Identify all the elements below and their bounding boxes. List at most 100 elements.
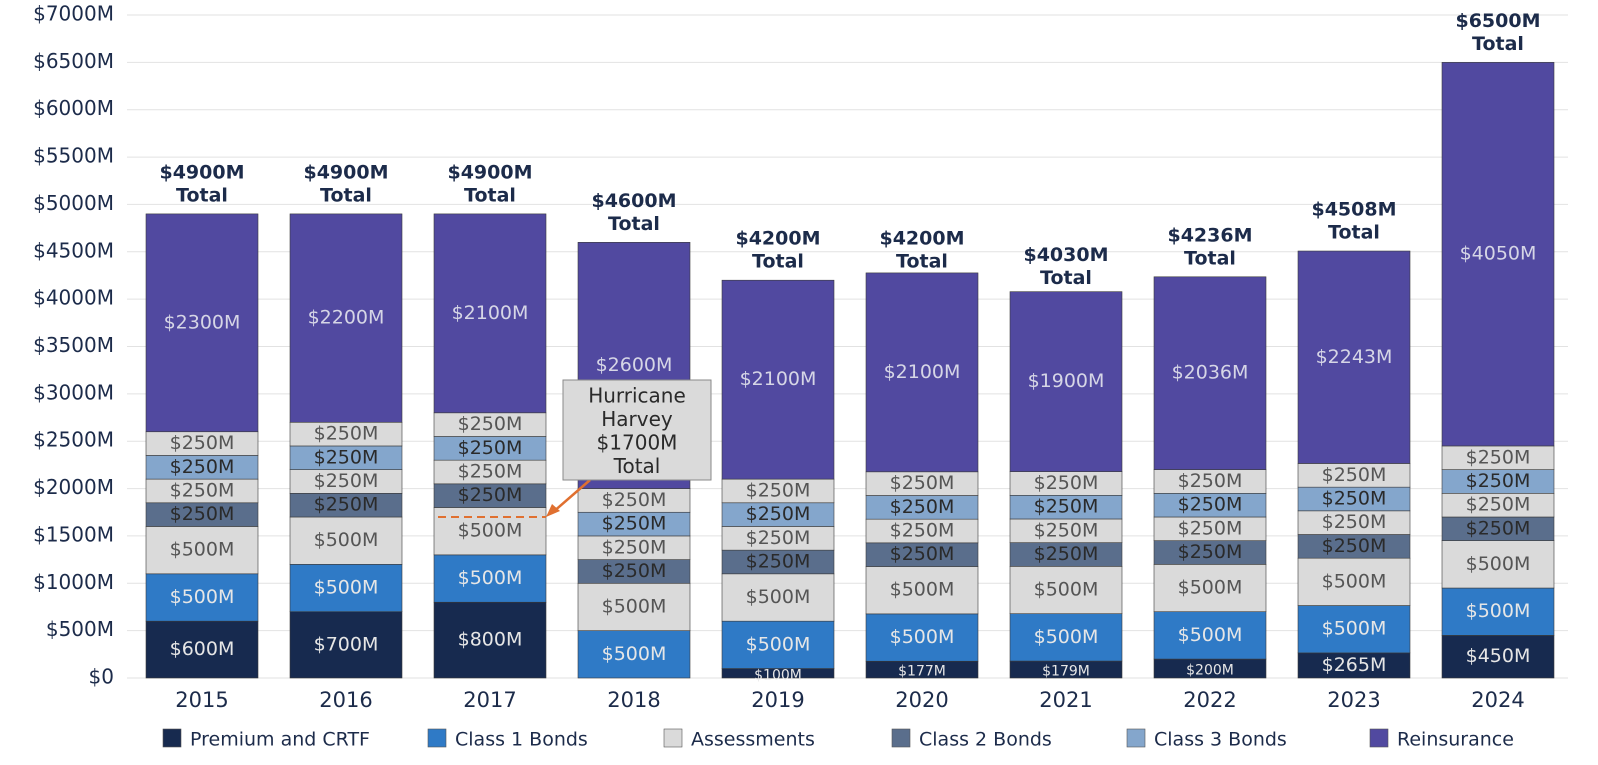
- bar-segment: [289, 564, 403, 612]
- total-word: Total: [752, 251, 804, 273]
- total-label: $4200M: [735, 228, 820, 250]
- segment-label: $500M: [602, 643, 667, 665]
- bar-segment: [433, 213, 547, 414]
- segment-label: $250M: [458, 413, 523, 435]
- segment-label: $250M: [1034, 496, 1099, 518]
- y-tick-label: $2500M: [33, 428, 114, 452]
- segment-label: $800M: [458, 629, 523, 651]
- y-tick-label: $6000M: [33, 96, 114, 120]
- segment-label: $250M: [170, 479, 235, 501]
- segment-label: $250M: [1178, 517, 1243, 539]
- segment-label: $250M: [314, 446, 379, 468]
- segment-label: $700M: [314, 633, 379, 655]
- y-tick-label: $1500M: [33, 522, 114, 546]
- segment-label: $250M: [746, 527, 811, 549]
- annotation-text: Total: [613, 454, 661, 478]
- y-tick-label: $3000M: [33, 380, 114, 404]
- segment-label: $250M: [458, 460, 523, 482]
- segment-label: $250M: [1322, 511, 1387, 533]
- segment-label: $250M: [1466, 446, 1531, 468]
- segment-label: $250M: [746, 550, 811, 572]
- segment-label: $2300M: [164, 311, 241, 333]
- segment-label: $250M: [314, 470, 379, 492]
- y-tick-label: $3500M: [33, 333, 114, 357]
- segment-label: $250M: [1322, 535, 1387, 557]
- x-tick-label: 2019: [751, 688, 804, 712]
- segment-label: $250M: [1322, 487, 1387, 509]
- bar-segment: [1297, 652, 1411, 679]
- bar-segment: [721, 620, 835, 669]
- segment-label: $250M: [890, 520, 955, 542]
- bar-segment: [289, 213, 403, 423]
- segment-label: $250M: [746, 479, 811, 501]
- bar-segment: [433, 601, 547, 679]
- segment-label: $500M: [1178, 624, 1243, 646]
- bar-segment: [1441, 62, 1555, 447]
- annotation-arrow: [551, 479, 591, 514]
- total-word: Total: [896, 251, 948, 273]
- legend-swatch: [427, 728, 447, 748]
- legend-label: Premium and CRTF: [190, 729, 370, 751]
- x-tick-label: 2024: [1471, 688, 1524, 712]
- y-tick-label: $500M: [46, 617, 114, 641]
- segment-label: $250M: [1178, 470, 1243, 492]
- segment-label: $500M: [890, 579, 955, 601]
- segment-label: $2100M: [452, 302, 529, 324]
- total-word: Total: [320, 184, 372, 206]
- segment-label: $250M: [890, 543, 955, 565]
- segment-label: $250M: [890, 472, 955, 494]
- segment-label: $250M: [1322, 464, 1387, 486]
- segment-label: $200M: [1186, 663, 1234, 679]
- segment-label: $500M: [1034, 626, 1099, 648]
- y-tick-label: $4000M: [33, 286, 114, 310]
- total-label: $4236M: [1167, 224, 1252, 246]
- legend-swatch: [162, 728, 182, 748]
- bar-segment: [577, 582, 691, 631]
- bar-segment: [1441, 587, 1555, 636]
- y-tick-label: $0: [89, 665, 114, 689]
- bar-segment: [145, 213, 259, 433]
- bar-segment: [433, 507, 547, 556]
- segment-label: $100M: [754, 667, 802, 683]
- x-tick-label: 2015: [175, 688, 228, 712]
- segment-label: $265M: [1322, 654, 1387, 676]
- bar-segment: [289, 611, 403, 679]
- y-tick-label: $4500M: [33, 238, 114, 262]
- x-tick-label: 2018: [607, 688, 660, 712]
- segment-label: $500M: [1466, 553, 1531, 575]
- segment-label: $250M: [170, 432, 235, 454]
- y-tick-label: $6500M: [33, 49, 114, 73]
- annotation-text: $1700M: [597, 431, 678, 455]
- segment-label: $500M: [314, 529, 379, 551]
- segment-label: $250M: [890, 496, 955, 518]
- total-label: $4900M: [159, 161, 244, 183]
- segment-label: $2243M: [1316, 346, 1393, 368]
- segment-label: $500M: [314, 577, 379, 599]
- bar-segment: [1009, 613, 1123, 662]
- segment-label: $500M: [746, 633, 811, 655]
- segment-label: $500M: [458, 520, 523, 542]
- bar-segment: [1009, 291, 1123, 472]
- bar-segment: [1153, 276, 1267, 470]
- segment-label: $250M: [1178, 494, 1243, 516]
- bar-segment: [1153, 564, 1267, 612]
- segment-label: $250M: [1178, 541, 1243, 563]
- total-word: Total: [464, 184, 516, 206]
- segment-label: $2100M: [740, 368, 817, 390]
- segment-label: $500M: [1322, 618, 1387, 640]
- segment-label: $4050M: [1460, 243, 1537, 265]
- x-tick-label: 2023: [1327, 688, 1380, 712]
- total-word: Total: [1472, 33, 1524, 55]
- bar-segment: [1441, 540, 1555, 589]
- segment-label: $250M: [602, 560, 667, 582]
- y-tick-label: $5500M: [33, 144, 114, 168]
- legend-label: Class 1 Bonds: [455, 729, 588, 751]
- bar-segment: [1153, 611, 1267, 660]
- bar-segment: [865, 272, 979, 473]
- x-tick-label: 2017: [463, 688, 516, 712]
- bar-segment: [577, 630, 691, 679]
- segment-label: $500M: [170, 586, 235, 608]
- total-label: $4508M: [1311, 199, 1396, 221]
- segment-label: $500M: [170, 539, 235, 561]
- total-word: Total: [608, 213, 660, 235]
